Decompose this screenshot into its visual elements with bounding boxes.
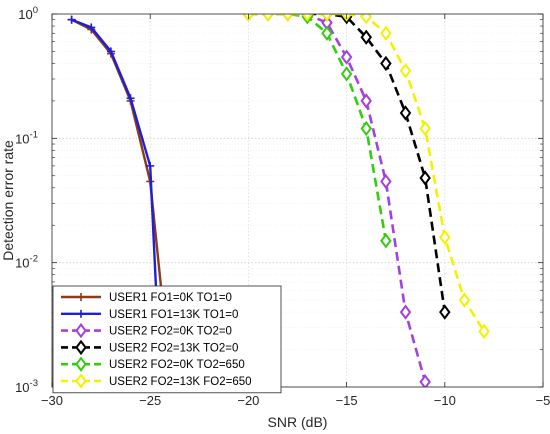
x-tick-label: −25 (139, 393, 161, 408)
legend-label: USER2 FO2=13K TO2=0 (109, 342, 238, 354)
series-5-point (321, 25, 333, 41)
series-3-point (340, 49, 353, 65)
series-6-point (360, 14, 372, 25)
series-2-point (87, 23, 96, 32)
y-tick-label: 10-1 (15, 129, 38, 146)
legend-entry: USER2 FO2=13K TO2=0 (61, 339, 238, 356)
legend-label: USER2 FO2=0K TO2=650 (109, 359, 245, 371)
legend-entry: USER2 FO2=13K FO2=650 (61, 373, 252, 389)
series-6-point (458, 292, 471, 308)
x-tick-label: −20 (237, 393, 259, 408)
series-6-point (321, 14, 333, 22)
legend-entry: USER1 FO1=13K TO1=0 (61, 309, 238, 321)
series-2-point (146, 161, 155, 170)
series-3-line (248, 14, 427, 383)
series-3-point (360, 93, 372, 109)
x-tick-label: −5 (536, 393, 550, 408)
legend-entry: USER2 FO2=0K TO2=0 (61, 322, 232, 339)
series-6-point (439, 229, 451, 245)
legend-marker (75, 322, 87, 339)
y-tick-label: 100 (18, 5, 38, 22)
series-2-point (106, 47, 115, 56)
legend-marker (75, 356, 87, 372)
series-4-point (360, 29, 372, 45)
series-3-point (399, 304, 412, 320)
legend-marker (77, 309, 85, 318)
series-3-point (419, 374, 431, 387)
series-4-point (439, 304, 451, 320)
series-layer (67, 14, 490, 387)
y-tick-label: 10-3 (15, 378, 38, 395)
legend-label: USER2 FO2=0K TO2=0 (109, 326, 232, 338)
series-6-point (419, 120, 431, 137)
legend-label: USER1 FO1=0K TO1=0 (109, 292, 232, 304)
series-6-point (262, 14, 274, 22)
legend-box (52, 285, 282, 394)
x-tick-label: −30 (41, 393, 63, 408)
series-5-point (380, 233, 392, 249)
legend-entry: USER1 FO1=0K TO1=0 (61, 292, 232, 304)
legend-marker (77, 293, 85, 301)
series-6-point (399, 63, 412, 79)
series-6-point (301, 14, 314, 22)
series-4-point (419, 170, 431, 186)
series-6-point (380, 25, 392, 41)
series-2-point (67, 15, 76, 24)
series-2 (67, 15, 165, 377)
series-3-point (380, 173, 392, 190)
legend-marker (75, 373, 87, 389)
y-tick-label: 10-2 (15, 254, 38, 271)
legend-label: USER1 FO1=13K TO1=0 (109, 309, 238, 321)
x-axis-label: SNR (dB) (268, 414, 328, 430)
legend-marker (75, 339, 87, 356)
series-6-point (478, 323, 490, 340)
legend-entry: USER2 FO2=0K TO2=650 (61, 356, 245, 372)
x-tick-label: −15 (336, 393, 358, 408)
series-5-point (340, 66, 353, 82)
x-tick-label: −10 (434, 393, 456, 408)
series-2-point (126, 94, 135, 103)
series-4-point (380, 55, 392, 72)
ticks: −30 −25 −20 −15 −10 −5 10-3 10-2 10-1 100 (15, 5, 550, 408)
series-6 (242, 14, 490, 340)
plot-frame (51, 13, 544, 388)
legend-label: USER2 FO2=13K FO2=650 (109, 376, 252, 388)
y-axis-label: Detection error rate (0, 140, 16, 261)
series-4-point (399, 105, 412, 121)
series-5-line (248, 14, 388, 241)
series-5-point (360, 120, 372, 137)
series-2-line (71, 18, 162, 373)
series-6-point (281, 14, 294, 22)
legend: USER1 FO1=0K TO1=0 USER1 FO1=13K TO1=0 USE… (52, 285, 282, 394)
